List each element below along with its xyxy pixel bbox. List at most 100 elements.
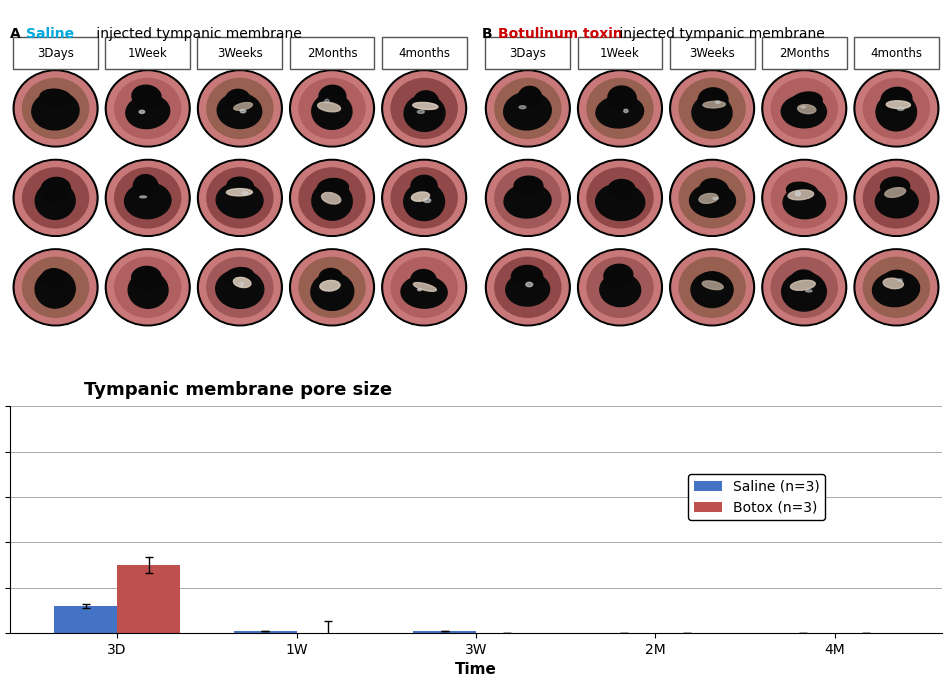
Ellipse shape <box>790 280 815 290</box>
Circle shape <box>762 70 846 147</box>
Ellipse shape <box>703 281 724 290</box>
Bar <box>117 565 180 633</box>
FancyBboxPatch shape <box>13 37 98 69</box>
Circle shape <box>289 70 374 147</box>
Circle shape <box>587 257 653 317</box>
Bar <box>413 632 476 633</box>
Circle shape <box>487 72 568 145</box>
Text: 2Months: 2Months <box>307 47 357 60</box>
Circle shape <box>580 162 661 235</box>
Text: 2Months: 2Months <box>779 47 829 60</box>
Circle shape <box>382 160 466 237</box>
Circle shape <box>679 78 745 138</box>
FancyBboxPatch shape <box>289 37 374 69</box>
Ellipse shape <box>225 268 253 286</box>
Legend: Saline (n=3), Botox (n=3): Saline (n=3), Botox (n=3) <box>688 474 825 520</box>
Circle shape <box>587 168 653 228</box>
Circle shape <box>863 78 929 138</box>
Ellipse shape <box>31 92 79 130</box>
Ellipse shape <box>788 190 814 200</box>
Circle shape <box>106 249 190 326</box>
Ellipse shape <box>786 182 818 200</box>
Text: injected tympanic membrane: injected tympanic membrane <box>615 28 825 41</box>
Circle shape <box>13 160 98 237</box>
Text: 4months: 4months <box>398 47 450 60</box>
Circle shape <box>486 70 570 147</box>
Circle shape <box>289 160 374 237</box>
Ellipse shape <box>689 184 736 217</box>
Circle shape <box>291 72 372 145</box>
Circle shape <box>291 251 372 324</box>
Ellipse shape <box>217 94 262 129</box>
Ellipse shape <box>886 100 910 109</box>
Ellipse shape <box>504 92 551 130</box>
Ellipse shape <box>35 182 75 219</box>
Circle shape <box>672 251 752 324</box>
Circle shape <box>115 78 181 138</box>
Ellipse shape <box>511 266 543 288</box>
Circle shape <box>679 257 745 317</box>
Ellipse shape <box>227 177 253 195</box>
Ellipse shape <box>519 106 526 109</box>
Circle shape <box>863 168 929 228</box>
Circle shape <box>495 257 561 317</box>
Circle shape <box>578 70 663 147</box>
Ellipse shape <box>805 290 812 292</box>
Ellipse shape <box>240 109 246 113</box>
Circle shape <box>762 249 846 326</box>
Circle shape <box>679 168 745 228</box>
Circle shape <box>106 160 190 237</box>
Circle shape <box>207 168 273 228</box>
Circle shape <box>580 251 661 324</box>
Ellipse shape <box>881 177 910 197</box>
Circle shape <box>200 72 280 145</box>
Ellipse shape <box>514 176 543 196</box>
Ellipse shape <box>898 279 902 281</box>
Ellipse shape <box>311 273 354 310</box>
Ellipse shape <box>40 89 71 106</box>
Ellipse shape <box>608 180 635 199</box>
Text: Tympanic membrane pore size: Tympanic membrane pore size <box>84 381 392 399</box>
Circle shape <box>23 78 89 138</box>
Ellipse shape <box>413 103 438 109</box>
Ellipse shape <box>411 192 429 202</box>
Circle shape <box>764 162 844 235</box>
Circle shape <box>207 78 273 138</box>
Ellipse shape <box>782 272 826 311</box>
Circle shape <box>764 72 844 145</box>
Circle shape <box>200 162 280 235</box>
Ellipse shape <box>624 109 628 113</box>
Circle shape <box>771 168 837 228</box>
Circle shape <box>291 162 372 235</box>
Ellipse shape <box>318 102 341 111</box>
Ellipse shape <box>317 178 348 197</box>
Ellipse shape <box>713 197 719 200</box>
Circle shape <box>197 249 282 326</box>
Circle shape <box>13 70 98 147</box>
Circle shape <box>299 168 365 228</box>
Text: 1Week: 1Week <box>128 47 168 60</box>
Circle shape <box>108 251 188 324</box>
Ellipse shape <box>41 178 70 202</box>
Ellipse shape <box>417 110 425 114</box>
Circle shape <box>15 72 96 145</box>
Ellipse shape <box>401 276 447 308</box>
Ellipse shape <box>35 270 75 308</box>
Ellipse shape <box>790 92 823 112</box>
Ellipse shape <box>418 288 422 291</box>
Ellipse shape <box>424 198 430 202</box>
FancyBboxPatch shape <box>670 37 755 69</box>
Circle shape <box>207 257 273 317</box>
Circle shape <box>854 249 939 326</box>
Circle shape <box>670 70 755 147</box>
Ellipse shape <box>411 270 436 290</box>
FancyBboxPatch shape <box>578 37 663 69</box>
Ellipse shape <box>801 106 805 108</box>
Circle shape <box>670 249 755 326</box>
Ellipse shape <box>526 282 533 287</box>
Ellipse shape <box>126 95 169 129</box>
Ellipse shape <box>413 283 436 291</box>
Text: B: B <box>482 28 492 41</box>
Text: 3Days: 3Days <box>509 47 546 60</box>
Circle shape <box>200 251 280 324</box>
